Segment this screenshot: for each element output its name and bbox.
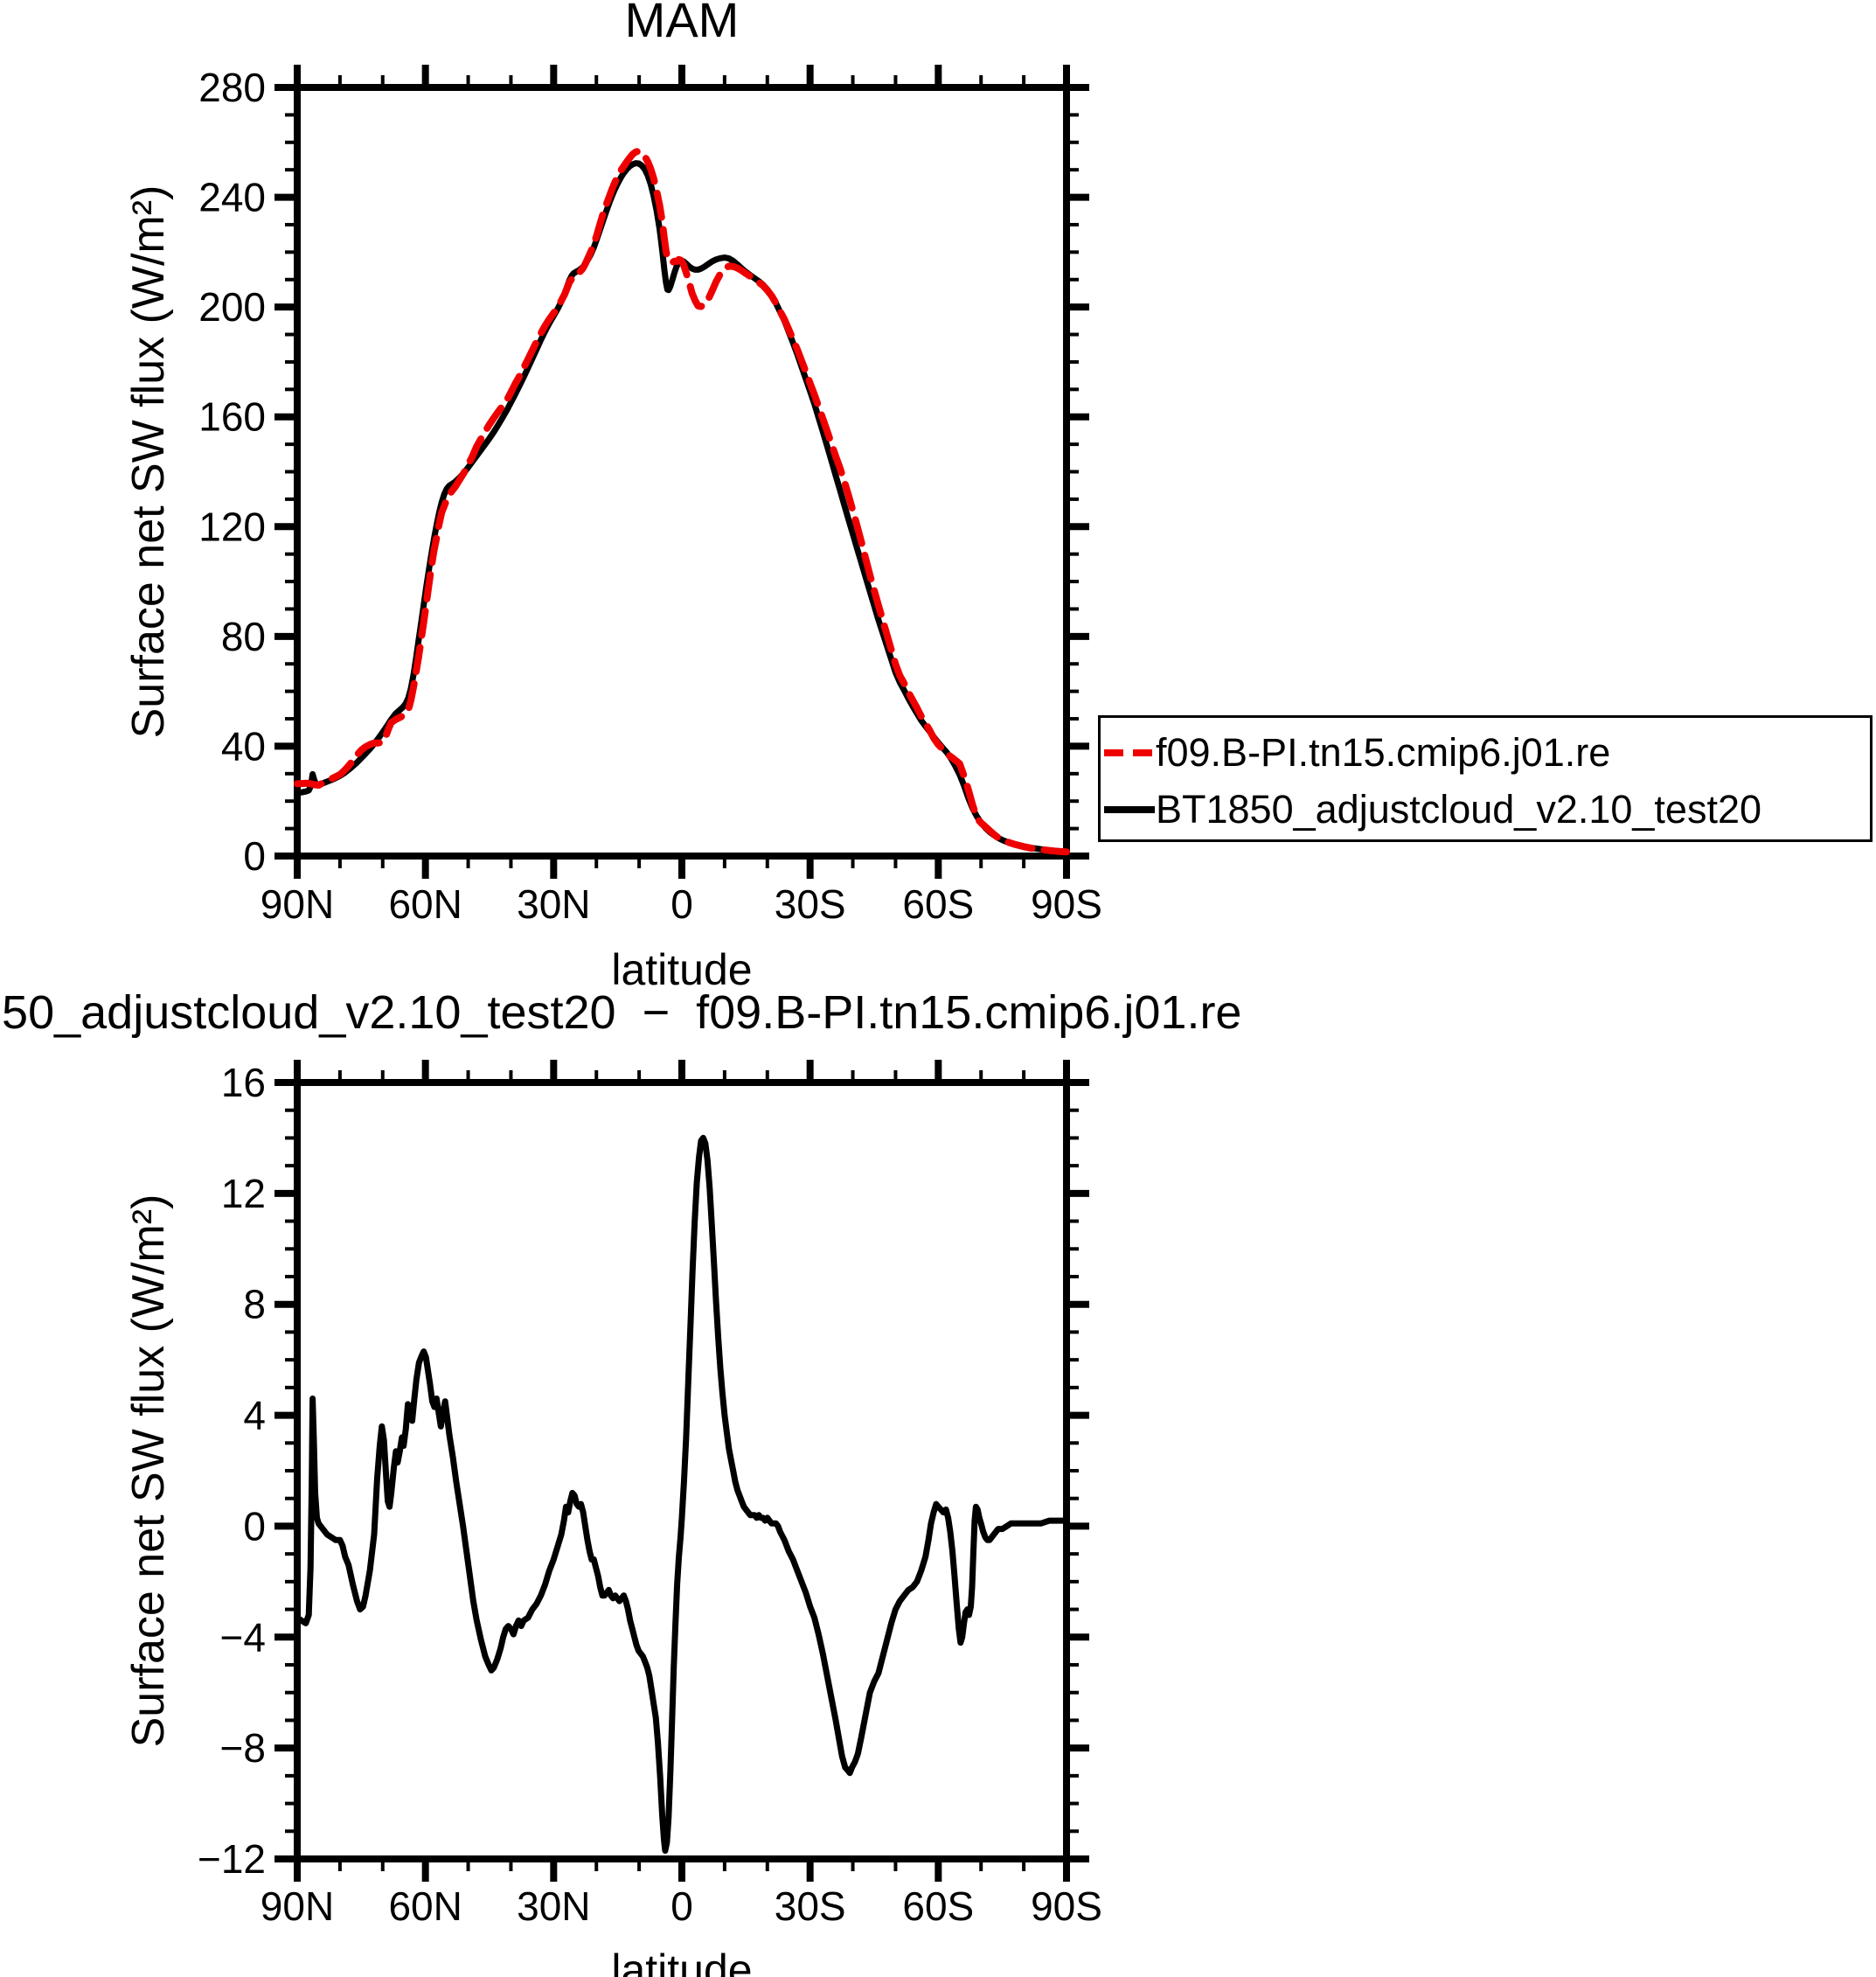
top-y-tick-label: 240 [198,175,266,220]
top-x-tick-label: 60S [902,881,974,927]
top-x-tick-label: 90N [261,881,334,927]
bottom-x-tick-label: 30S [775,1883,846,1929]
legend-entry-bt1850: BT1850_adjustcloud_v2.10_test20 [1101,788,1870,832]
bottom-y-tick-label: −4 [220,1614,266,1660]
bottom-x-tick-label: 60N [388,1883,462,1929]
bottom-panel: 90N 60N 30N 0 30S 60S 90S −12 −8 −4 0 4 8 12 16 [198,1060,1102,1929]
bottom-x-tick-label: 0 [670,1883,693,1929]
bottom-y-axis-label: Surface net SW flux (W/m²) [123,1194,174,1748]
bottom-y-tick-label: 12 [221,1171,266,1216]
bottom-chart-title: 850_adjustcloud_v2.10_test20 − f09.B-PI.… [0,986,1242,1039]
bottom-x-tick-label: 30N [517,1883,590,1929]
top-tick-labels: 90N 60N 30N 0 30S 60S 90S 0 40 80 120 160 200 240 280 [198,65,1102,927]
top-x-tick-label: 30S [775,881,846,927]
bottom-x-tick-label: 90S [1031,1883,1102,1929]
top-x-axis-label: latitude [611,945,753,994]
top-series-dashed [294,147,1070,856]
bottom-y-tick-label: 4 [243,1393,266,1438]
top-x-tick-label: 90S [1031,881,1102,927]
bottom-tick-labels: 90N 60N 30N 0 30S 60S 90S −12 −8 −4 0 4 8 12 16 [198,1060,1102,1929]
top-x-tick-label: 0 [670,881,693,927]
legend-box: f09.B-PI.tn15.cmip6.j01.re BT1850_adjust… [1098,715,1873,842]
bottom-series-solid [294,1134,1070,1854]
bottom-y-tick-label: 16 [221,1060,266,1105]
top-y-tick-label: 120 [198,504,266,549]
legend-label-f09: f09.B-PI.tn15.cmip6.j01.re [1156,730,1611,775]
top-y-axis-label: Surface net SW flux (W/m²) [123,184,174,739]
bottom-y-tick-label: 8 [243,1282,266,1327]
top-axis-frame [294,84,1070,860]
bottom-x-axis-label: latitude [611,1946,753,1977]
bottom-y-tick-label: −8 [220,1725,266,1771]
top-y-tick-label: 40 [221,723,266,769]
bottom-x-tick-label: 60S [902,1883,974,1929]
top-chart-title: MAM [624,0,740,47]
top-y-tick-label: 200 [198,284,266,330]
red-dashed-line-sample [1104,749,1155,756]
top-panel: 90N 60N 30N 0 30S 60S 90S 0 40 80 120 160 200 240 280 [198,65,1102,927]
bottom-x-tick-label: 90N [261,1883,334,1929]
top-y-tick-label: 280 [198,65,266,110]
top-ticks [274,65,1089,879]
bottom-y-tick-label: 0 [243,1503,266,1549]
black-solid-line-sample [1104,806,1155,813]
legend-entry-f09: f09.B-PI.tn15.cmip6.j01.re [1101,731,1870,775]
top-y-tick-label: 80 [221,614,266,659]
top-x-tick-label: 30N [517,881,590,927]
top-y-tick-label: 0 [243,833,266,879]
bottom-y-tick-label: −12 [198,1836,266,1882]
bottom-ticks [274,1060,1089,1882]
legend-label-bt1850: BT1850_adjustcloud_v2.10_test20 [1156,787,1762,832]
top-x-tick-label: 60N [388,881,462,927]
top-y-tick-label: 160 [198,394,266,440]
